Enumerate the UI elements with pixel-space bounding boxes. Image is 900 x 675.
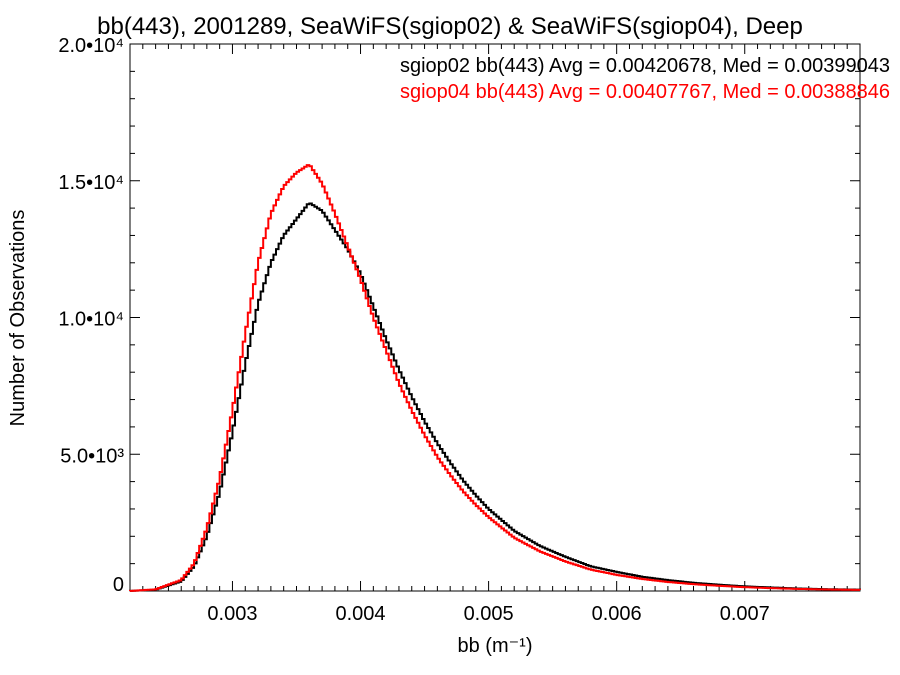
series-layer	[129, 164, 861, 592]
legend-entry-sgiop04: sgiop04 bb(443) Avg = 0.00407767, Med = …	[400, 81, 890, 103]
x-axis-ticks: 0.003 0.004 0.005 0.006 0.007	[142, 44, 861, 625]
y-tick-label: 5.0•10³	[60, 445, 124, 467]
legend-entry-sgiop02: sgiop02 bb(443) Avg = 0.00420678, Med = …	[400, 55, 890, 77]
chart-title: bb(443), 2001289, SeaWiFS(sgiop02) & Sea…	[97, 13, 803, 40]
y-tick-label: 1.0•10⁴	[58, 309, 124, 331]
y-tick-label: 0	[113, 574, 124, 596]
y-tick-label: 1.5•10⁴	[58, 172, 124, 194]
x-tick-label: 0.003	[207, 603, 257, 625]
y-tick-label: 2.0•10⁴	[58, 35, 124, 57]
x-tick-label: 0.006	[592, 603, 642, 625]
y-axis-ticks: 0 5.0•10³ 1.0•10⁴ 1.5•10⁴ 2.0•10⁴	[58, 35, 860, 596]
series-line-sgiop02	[129, 202, 861, 592]
x-tick-label: 0.005	[464, 603, 514, 625]
series-line-sgiop04	[129, 164, 861, 592]
plot-border	[129, 43, 861, 592]
x-axis-label: bb (m⁻¹)	[458, 635, 533, 657]
y-axis-label: Number of Observations	[7, 210, 29, 427]
x-tick-label: 0.007	[720, 603, 770, 625]
x-tick-label: 0.004	[335, 603, 385, 625]
legend: sgiop02 bb(443) Avg = 0.00420678, Med = …	[400, 55, 890, 103]
plot-area	[129, 43, 861, 592]
